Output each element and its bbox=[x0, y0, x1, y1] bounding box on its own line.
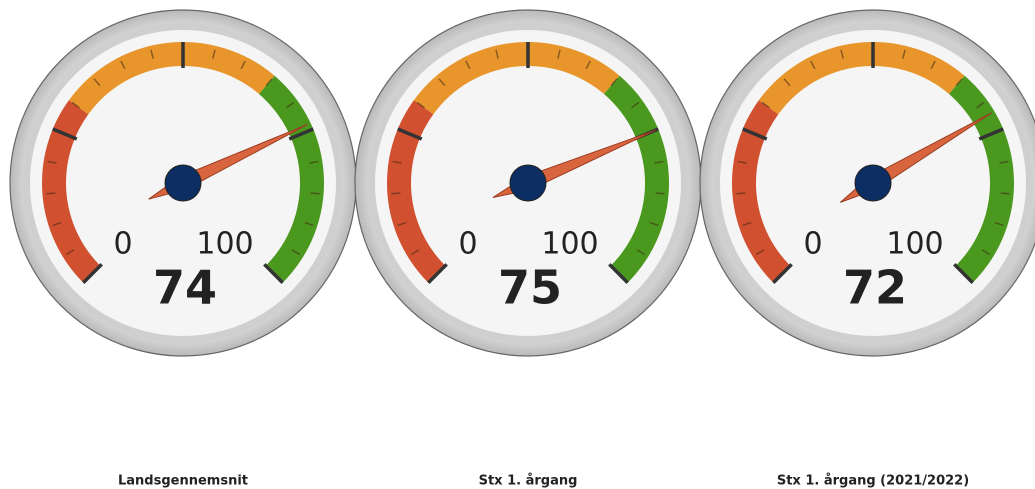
band bbox=[413, 41, 620, 115]
major-tick bbox=[397, 127, 423, 141]
minor-tick bbox=[212, 49, 216, 59]
value-label: 72 bbox=[843, 261, 907, 315]
minor-tick bbox=[976, 101, 985, 109]
min-label: 0 bbox=[803, 227, 822, 262]
minor-tick bbox=[304, 221, 314, 227]
minor-tick bbox=[410, 249, 420, 256]
major-tick bbox=[978, 127, 1004, 141]
band bbox=[948, 75, 1014, 283]
value-label: 74 bbox=[153, 261, 217, 315]
major-tick bbox=[263, 263, 284, 284]
minor-tick bbox=[654, 160, 664, 164]
minor-tick bbox=[310, 192, 320, 195]
minor-tick bbox=[636, 249, 646, 256]
minor-tick bbox=[47, 160, 57, 164]
minor-tick bbox=[736, 192, 746, 195]
max-label: 100 bbox=[541, 227, 598, 262]
minor-tick bbox=[120, 60, 126, 70]
gauge-title: Landsgennemsnit bbox=[118, 474, 248, 489]
minor-tick bbox=[1000, 192, 1010, 195]
major-tick bbox=[953, 263, 974, 284]
hub bbox=[509, 164, 547, 202]
minor-tick bbox=[465, 60, 471, 70]
major-tick bbox=[772, 263, 793, 284]
minor-tick bbox=[391, 192, 401, 195]
band bbox=[758, 41, 965, 115]
hub bbox=[164, 164, 202, 202]
minor-tick bbox=[585, 60, 591, 70]
minor-tick bbox=[71, 101, 80, 109]
minor-tick bbox=[438, 78, 446, 87]
minor-tick bbox=[755, 249, 765, 256]
band bbox=[387, 100, 446, 283]
major-tick bbox=[288, 127, 314, 141]
gauge-title: Stx 1. årgang (2021/2022) bbox=[777, 474, 969, 489]
major-tick bbox=[52, 127, 78, 141]
minor-tick bbox=[65, 249, 75, 256]
minor-tick bbox=[240, 60, 246, 70]
minor-tick bbox=[999, 160, 1009, 164]
minor-tick bbox=[93, 78, 101, 87]
minor-tick bbox=[994, 221, 1004, 227]
minor-tick bbox=[742, 221, 752, 227]
minor-tick bbox=[495, 49, 499, 59]
minor-tick bbox=[286, 101, 295, 109]
minor-tick bbox=[761, 101, 770, 109]
minor-tick bbox=[557, 49, 561, 59]
max-label: 100 bbox=[196, 227, 253, 262]
major-tick bbox=[608, 263, 629, 284]
major-tick bbox=[427, 263, 448, 284]
max-label: 100 bbox=[886, 227, 943, 262]
minor-tick bbox=[930, 60, 936, 70]
minor-tick bbox=[610, 78, 618, 87]
minor-tick bbox=[416, 101, 425, 109]
band bbox=[41, 100, 101, 283]
minor-tick bbox=[309, 160, 319, 164]
band bbox=[258, 75, 325, 283]
minor-tick bbox=[265, 78, 273, 87]
minor-tick bbox=[392, 160, 402, 164]
gauge-title: Stx 1. årgang bbox=[479, 474, 578, 489]
minor-tick bbox=[655, 192, 665, 195]
minor-tick bbox=[631, 101, 640, 109]
major-tick bbox=[742, 127, 768, 141]
minor-tick bbox=[291, 249, 301, 256]
min-label: 0 bbox=[458, 227, 477, 262]
band bbox=[68, 41, 275, 115]
minor-tick bbox=[810, 60, 816, 70]
min-label: 0 bbox=[113, 227, 132, 262]
hub bbox=[854, 164, 892, 202]
band bbox=[603, 75, 670, 283]
band bbox=[732, 100, 791, 283]
minor-tick bbox=[981, 249, 991, 256]
major-tick bbox=[82, 263, 103, 284]
minor-tick bbox=[649, 221, 659, 227]
minor-tick bbox=[397, 221, 407, 227]
minor-tick bbox=[52, 221, 62, 227]
minor-tick bbox=[783, 78, 791, 87]
value-label: 75 bbox=[498, 261, 562, 315]
minor-tick bbox=[840, 49, 844, 59]
minor-tick bbox=[737, 160, 747, 164]
minor-tick bbox=[46, 192, 56, 195]
minor-tick bbox=[955, 78, 963, 87]
minor-tick bbox=[902, 49, 906, 59]
minor-tick bbox=[150, 49, 154, 59]
